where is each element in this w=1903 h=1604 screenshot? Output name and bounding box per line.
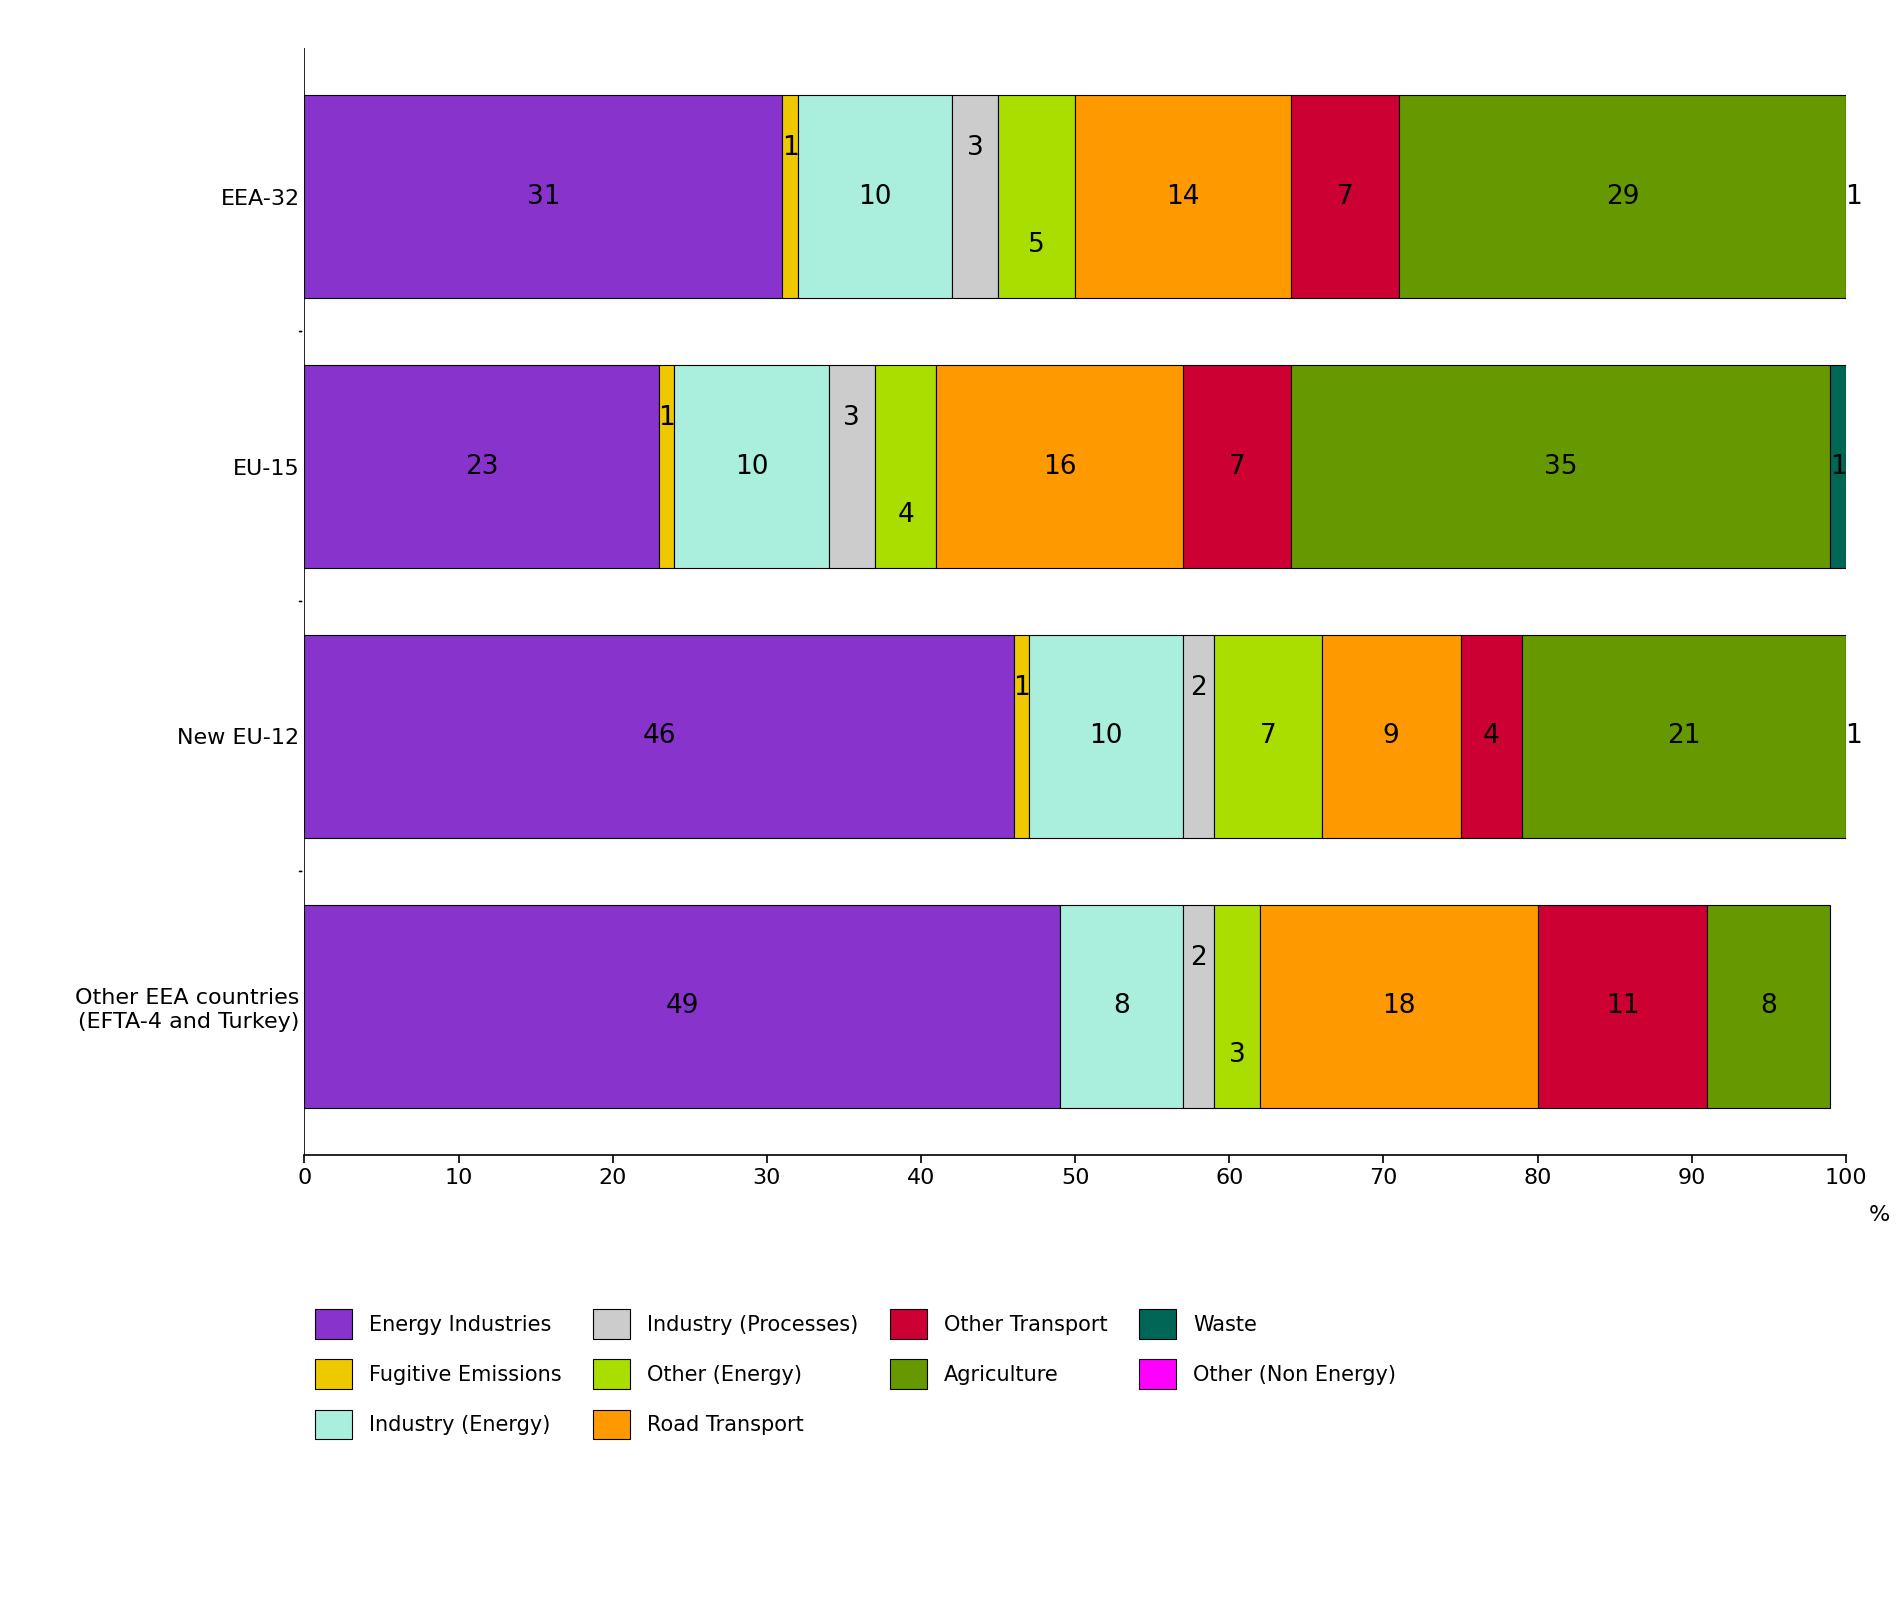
Bar [1831,366,1846,568]
Text: 1: 1 [1846,723,1861,749]
Text: 18: 18 [1382,993,1416,1020]
Text: 21: 21 [1667,723,1701,749]
Text: 9: 9 [1383,723,1399,749]
Bar [1260,905,1538,1108]
Text: 3: 3 [1229,1043,1245,1068]
Text: 3: 3 [967,135,984,160]
Bar [797,95,952,298]
Bar [1290,366,1831,568]
Bar [1214,635,1323,837]
Text: 10: 10 [858,183,893,210]
Bar [1184,905,1214,1108]
Text: 29: 29 [1606,183,1638,210]
Bar [1014,635,1030,837]
Bar [1399,95,1846,298]
Bar [674,366,828,568]
Bar [952,95,997,298]
Text: 4: 4 [1482,723,1500,749]
Bar [1075,95,1290,298]
Bar [1707,905,1831,1108]
Text: 7: 7 [1229,454,1245,480]
Text: 10: 10 [1089,723,1123,749]
Bar [1214,905,1260,1108]
Text: 35: 35 [1543,454,1578,480]
Text: 1: 1 [1831,454,1846,480]
Text: 49: 49 [666,993,698,1020]
Bar [828,366,875,568]
Bar [1184,366,1290,568]
Text: 1: 1 [658,404,676,431]
Text: 1: 1 [1012,675,1030,701]
Text: 8: 8 [1760,993,1777,1020]
Bar [1522,635,1846,837]
Bar [936,366,1184,568]
Bar [997,95,1075,298]
Text: 11: 11 [1606,993,1638,1020]
Legend: Energy Industries, Fugitive Emissions, Industry (Energy), Industry (Processes), : Energy Industries, Fugitive Emissions, I… [314,1309,1395,1439]
Text: 23: 23 [464,454,499,480]
Text: 2: 2 [1189,675,1207,701]
Bar [1323,635,1462,837]
Bar [304,635,1014,837]
Bar [875,366,936,568]
Bar [304,95,782,298]
Bar [1030,635,1184,837]
Text: 7: 7 [1260,723,1277,749]
Bar [1538,905,1707,1108]
Text: 14: 14 [1167,183,1201,210]
Text: 1: 1 [782,135,799,160]
Bar [1846,95,1861,298]
Text: 8: 8 [1113,993,1130,1020]
Bar [304,366,658,568]
Text: 7: 7 [1336,183,1353,210]
Text: 4: 4 [896,502,913,528]
Text: 46: 46 [641,723,676,749]
Text: 31: 31 [527,183,559,210]
Text: 16: 16 [1043,454,1077,480]
Text: 1: 1 [1846,183,1861,210]
Bar [1462,635,1522,837]
Bar [1290,95,1399,298]
Bar [304,905,1060,1108]
Bar [658,366,674,568]
Text: 3: 3 [843,404,860,431]
Bar [782,95,797,298]
Text: 10: 10 [735,454,769,480]
Bar [1846,635,1861,837]
Bar [1060,905,1184,1108]
Bar [1184,635,1214,837]
Text: 2: 2 [1189,945,1207,970]
Text: 5: 5 [1028,233,1045,258]
Text: %: % [1869,1205,1890,1225]
